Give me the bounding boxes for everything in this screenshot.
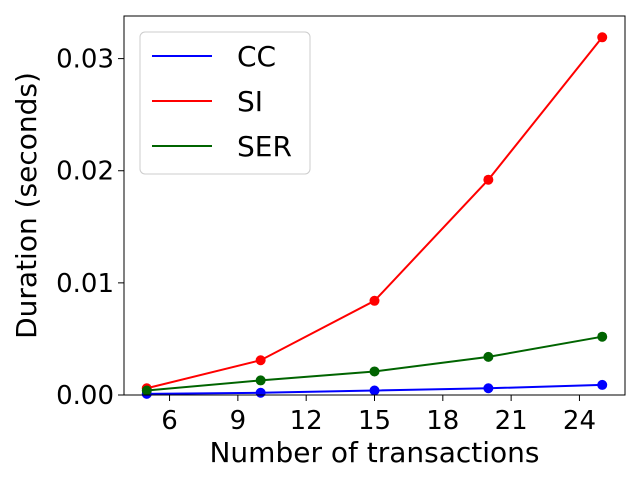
x-tick-label: 24 [563, 406, 596, 436]
x-axis-label: Number of transactions [209, 436, 539, 469]
y-tick-label: 0.00 [56, 381, 114, 411]
data-point-cc [369, 385, 380, 396]
data-point-si [597, 32, 608, 43]
series-line-ser [146, 335, 603, 392]
x-tick-label: 12 [290, 406, 323, 436]
y-tick-label: 0.01 [56, 269, 114, 299]
legend-label-cc: CC [237, 40, 276, 73]
data-point-si [369, 295, 380, 306]
data-point-si [255, 355, 266, 366]
x-tick-label: 6 [161, 406, 178, 436]
data-point-cc [255, 387, 266, 398]
plot-frame [123, 15, 626, 396]
data-point-ser [483, 351, 494, 362]
y-tick-label: 0.03 [56, 45, 114, 75]
data-point-ser [255, 375, 266, 386]
data-point-ser [597, 331, 608, 342]
x-axis-ticks: 6 9 12 15 18 21 24 [161, 395, 596, 436]
data-point-si [483, 174, 494, 185]
y-axis-label: Duration (seconds) [10, 72, 43, 339]
plot-area [141, 32, 608, 399]
y-tick-label: 0.02 [56, 157, 114, 187]
data-point-cc [597, 379, 608, 390]
x-tick-label: 15 [358, 406, 391, 436]
legend-box [139, 31, 311, 175]
y-axis-ticks: 0.00 0.01 0.02 0.03 [56, 45, 124, 411]
legend-label-ser: SER [237, 130, 292, 163]
legend: CC SI SER [139, 31, 311, 175]
x-tick-label: 21 [495, 406, 528, 436]
data-point-cc [483, 383, 494, 394]
data-point-ser [369, 366, 380, 377]
x-tick-label: 9 [230, 406, 247, 436]
legend-label-si: SI [237, 85, 263, 118]
x-tick-label: 18 [426, 406, 459, 436]
data-point-ser [141, 385, 152, 396]
